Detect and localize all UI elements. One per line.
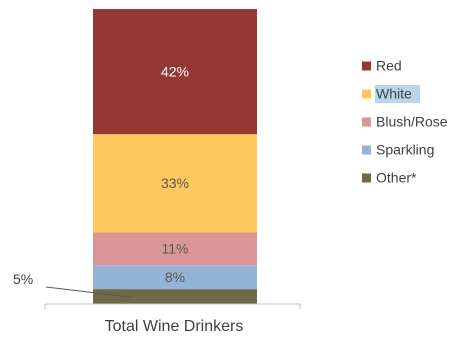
legend-swatch-sparkling [362,145,371,155]
legend-label-sparkling: Sparkling [376,142,434,158]
legend-item-blush-rose: Blush/Rose [362,114,448,130]
segment-data-labels: 8% 11% 33% 42% [161,63,189,285]
legend-label-other: Other* [376,170,417,186]
bar-segment-blush-rose [93,232,257,266]
legend-label-red: Red [376,58,402,74]
legend-label-white: White [376,86,412,102]
legend: Red White Blush/Rose Sparkling Other* [362,58,448,186]
legend-swatch-red [362,61,371,71]
bar-segment-red [93,9,257,135]
data-label-red: 42% [161,63,189,79]
bar-segment-other [93,289,257,304]
legend-item-sparkling: Sparkling [362,142,434,158]
legend-item-red: Red [362,58,402,74]
data-label-white: 33% [161,175,189,191]
bar-segment-sparkling [93,265,257,290]
legend-item-white: White [362,85,420,103]
legend-swatch-blush-rose [362,117,371,127]
legend-swatch-other [362,173,371,183]
legend-text-highlight [375,85,420,103]
legend-label-blush-rose: Blush/Rose [376,114,448,130]
bar-segment-white [93,134,257,233]
data-label-blush-rose: 11% [162,241,189,257]
other-callout: 5% [13,271,131,298]
legend-item-other: Other* [362,170,417,186]
callout-label: 5% [13,271,33,287]
callout-leader-line [45,286,131,298]
legend-swatch-white [362,89,371,99]
category-label: Total Wine Drinkers [105,318,244,335]
bar-segments [93,9,257,304]
data-label-sparkling: 8% [165,269,185,285]
